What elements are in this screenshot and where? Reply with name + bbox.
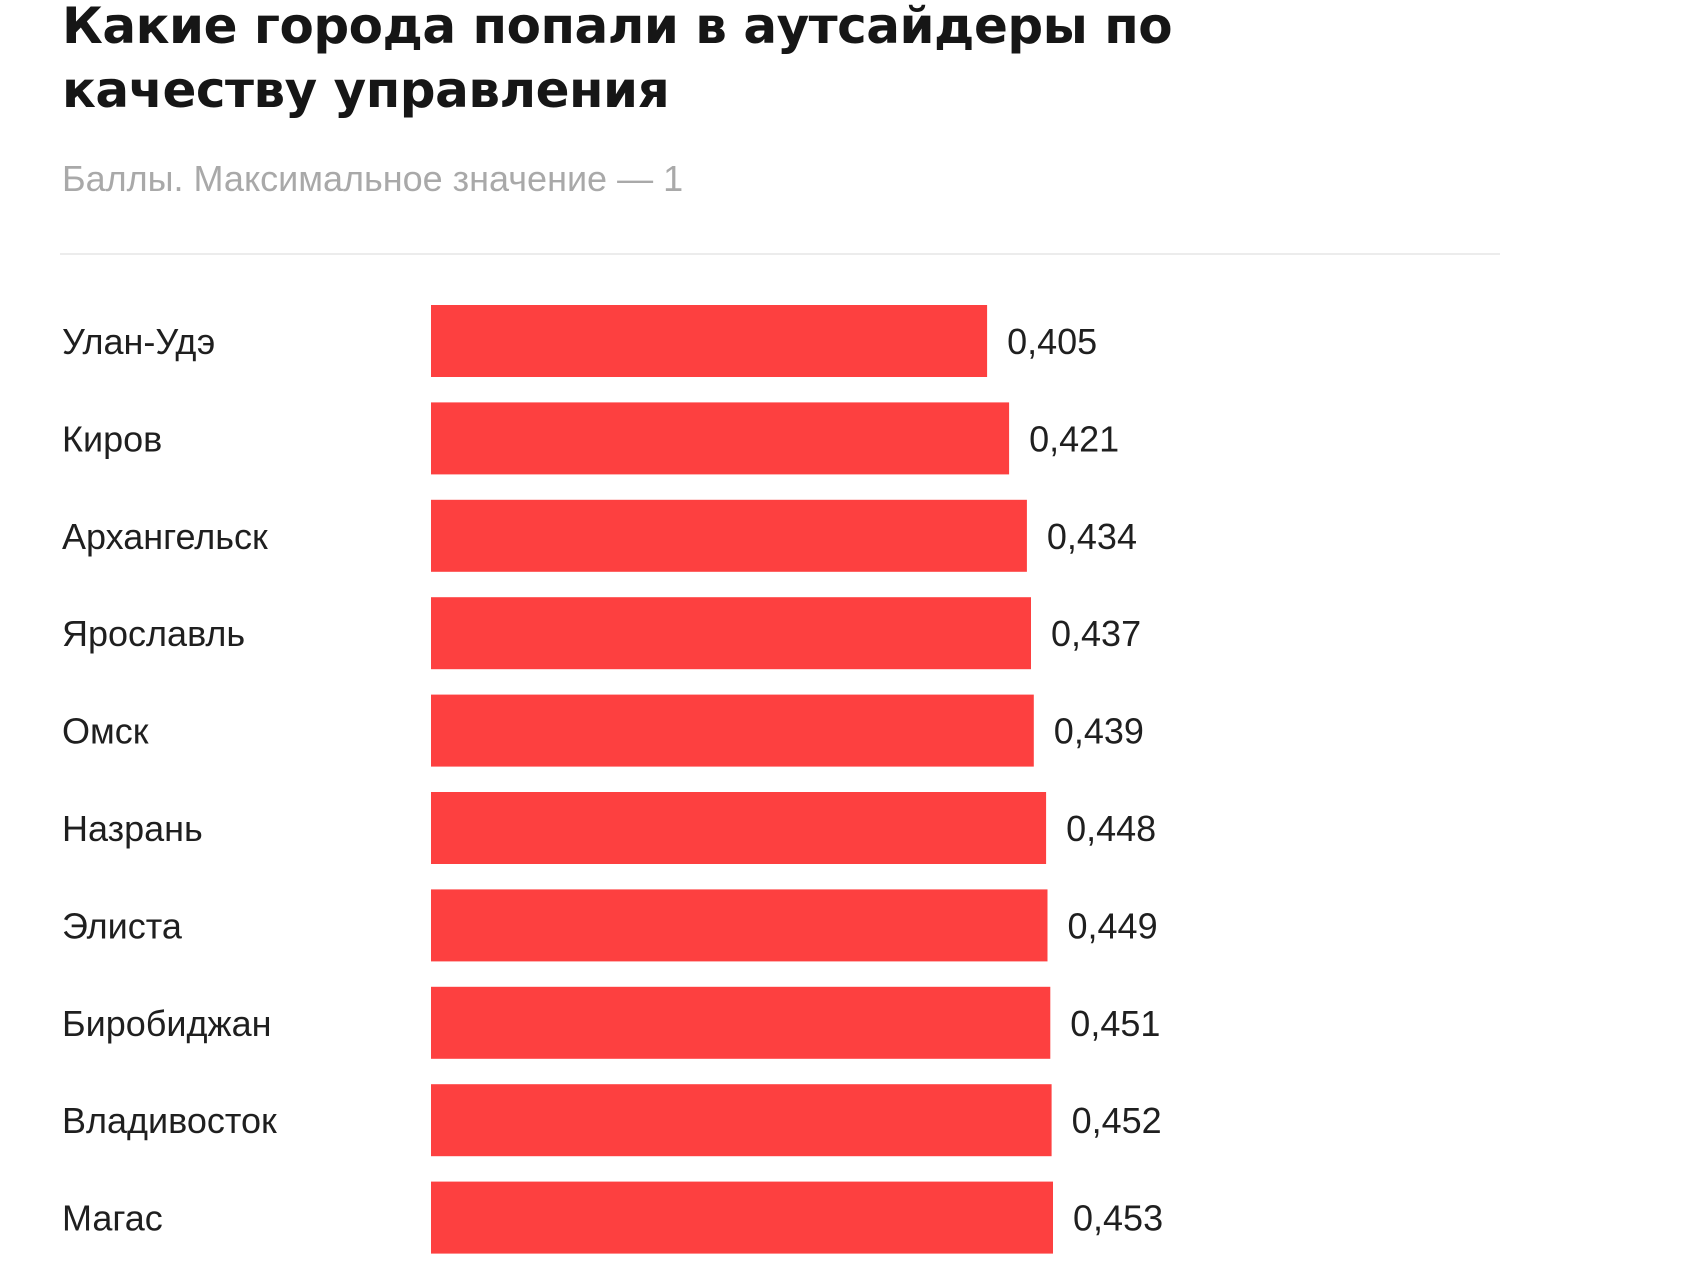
category-label: Ярославль — [62, 613, 245, 654]
category-label: Омск — [62, 711, 149, 752]
bar — [431, 597, 1031, 670]
bar — [431, 792, 1047, 864]
category-label: Элиста — [62, 905, 183, 946]
bar — [431, 694, 1034, 767]
value-label: 0,434 — [1047, 516, 1137, 557]
bar — [431, 889, 1048, 962]
value-label: 0,421 — [1029, 418, 1119, 459]
category-label: Магас — [62, 1198, 163, 1239]
value-label: 0,453 — [1073, 1198, 1163, 1239]
value-label: 0,439 — [1054, 711, 1144, 752]
title-divider — [60, 253, 1500, 255]
bar — [431, 402, 1010, 475]
category-label: Архангельск — [62, 516, 268, 557]
category-label: Улан-Удэ — [62, 321, 215, 362]
category-label: Назрань — [62, 808, 203, 849]
bar — [431, 305, 988, 377]
category-label: Владивосток — [62, 1100, 277, 1141]
category-label: Биробиджан — [62, 1003, 272, 1044]
value-label: 0,405 — [1007, 321, 1097, 362]
bar — [431, 1084, 1052, 1157]
value-label: 0,451 — [1070, 1003, 1160, 1044]
chart-subtitle: Баллы. Максимальное значение — 1 — [62, 158, 684, 199]
value-label: 0,448 — [1066, 808, 1156, 849]
bar — [431, 986, 1051, 1059]
chart-title: Какие города попали в аутсайдеры по каче… — [62, 0, 1173, 119]
value-label: 0,452 — [1072, 1100, 1162, 1141]
bar — [431, 1181, 1053, 1254]
category-label: Киров — [62, 418, 162, 459]
value-label: 0,449 — [1068, 905, 1158, 946]
bar — [431, 499, 1027, 572]
value-label: 0,437 — [1051, 613, 1141, 654]
